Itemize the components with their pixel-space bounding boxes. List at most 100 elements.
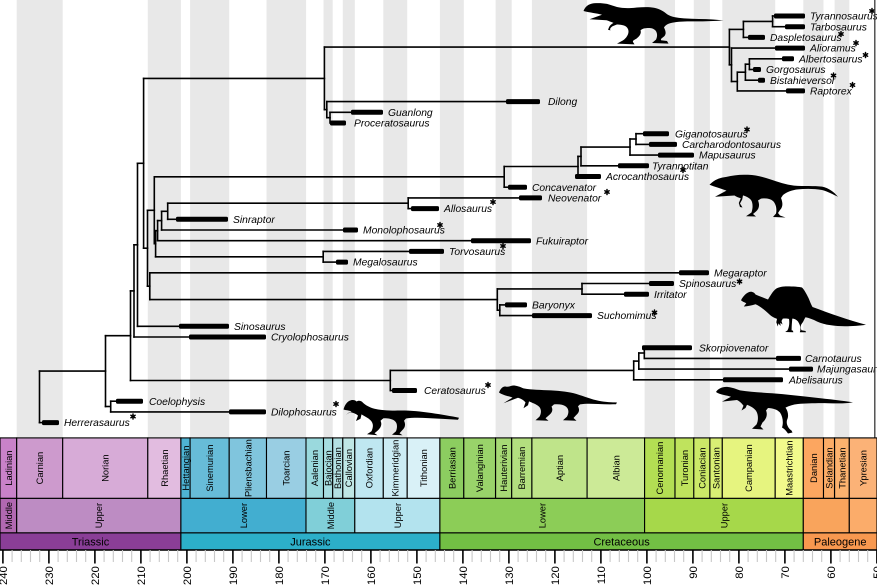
svg-text:130: 130 <box>504 566 516 585</box>
svg-text:Lower: Lower <box>538 503 548 528</box>
svg-text:Aalenian: Aalenian <box>310 450 320 486</box>
svg-text:Coniacian: Coniacian <box>697 447 707 488</box>
svg-text:220: 220 <box>90 566 102 585</box>
svg-text:Valanginian: Valanginian <box>475 444 485 492</box>
svg-text:Pliensbachian: Pliensbachian <box>243 439 253 497</box>
svg-text:Triassic: Triassic <box>72 537 110 549</box>
svg-text:Tyrannosaurus: Tyrannosaurus <box>810 12 877 23</box>
svg-text:Barremian: Barremian <box>517 447 527 490</box>
svg-text:60: 60 <box>826 566 838 579</box>
svg-text:Tithonian: Tithonian <box>419 449 429 487</box>
svg-text:Cenomanian: Cenomanian <box>655 442 665 495</box>
svg-text:Suchomimus: Suchomimus <box>597 311 657 322</box>
svg-text:Alioramus: Alioramus <box>809 44 856 55</box>
svg-text:Tarbosaurus: Tarbosaurus <box>810 22 867 33</box>
svg-text:210: 210 <box>136 566 148 585</box>
svg-text:Megaraptor: Megaraptor <box>714 268 767 279</box>
svg-text:160: 160 <box>366 566 378 585</box>
svg-text:Concavenator: Concavenator <box>532 183 597 194</box>
svg-text:Turonian: Turonian <box>680 450 690 486</box>
svg-text:Albian: Albian <box>611 455 621 481</box>
svg-text:190: 190 <box>228 566 240 585</box>
svg-text:180: 180 <box>274 566 286 585</box>
svg-text:110: 110 <box>596 566 608 584</box>
svg-text:Baryonyx: Baryonyx <box>532 301 576 312</box>
svg-text:Norian: Norian <box>101 454 111 481</box>
svg-text:100: 100 <box>642 566 654 585</box>
svg-text:230: 230 <box>44 566 56 585</box>
svg-text:Ypresian: Ypresian <box>859 450 869 486</box>
svg-text:90: 90 <box>688 566 700 579</box>
svg-text:Coelophysis: Coelophysis <box>149 397 205 408</box>
svg-text:Santonian: Santonian <box>712 447 722 489</box>
svg-text:Carnotaurus: Carnotaurus <box>805 354 862 365</box>
svg-text:Berriasian: Berriasian <box>447 447 457 489</box>
svg-text:Cryolophosaurus: Cryolophosaurus <box>271 333 349 344</box>
svg-text:50: 50 <box>872 566 877 579</box>
svg-text:Upper: Upper <box>94 503 104 528</box>
svg-text:Irritator: Irritator <box>654 290 687 301</box>
svg-text:Fukuiraptor: Fukuiraptor <box>536 236 589 247</box>
svg-text:Bistahieversor: Bistahieversor <box>770 76 836 87</box>
svg-text:200: 200 <box>182 566 194 585</box>
svg-text:Dilong: Dilong <box>548 97 577 108</box>
svg-text:Majungasaurus: Majungasaurus <box>817 365 877 376</box>
svg-text:Maastrichtian: Maastrichtian <box>785 440 795 495</box>
svg-text:Monolophosaurus: Monolophosaurus <box>363 226 445 237</box>
svg-text:Aptian: Aptian <box>555 455 565 481</box>
svg-text:120: 120 <box>550 566 562 585</box>
svg-text:Upper: Upper <box>393 503 403 528</box>
svg-text:140: 140 <box>458 566 470 585</box>
svg-text:Proceratosaurus: Proceratosaurus <box>354 119 430 130</box>
svg-text:Sinemurian: Sinemurian <box>205 445 215 492</box>
svg-text:Toarcian: Toarcian <box>282 451 292 486</box>
svg-text:Herrerasaurus: Herrerasaurus <box>64 418 130 429</box>
svg-text:Ladinian: Ladinian <box>4 451 14 486</box>
svg-text:Ceratosaurus: Ceratosaurus <box>424 386 486 397</box>
svg-text:Upper: Upper <box>719 503 729 528</box>
svg-text:Cretaceous: Cretaceous <box>593 537 650 549</box>
svg-text:Gorgosaurus: Gorgosaurus <box>766 65 826 76</box>
svg-text:Thanetian: Thanetian <box>837 447 847 488</box>
svg-text:Neovenator: Neovenator <box>548 194 602 205</box>
svg-text:Skorpiovenator: Skorpiovenator <box>699 343 769 354</box>
svg-text:Lower: Lower <box>239 503 249 528</box>
svg-text:Sinosaurus: Sinosaurus <box>234 322 286 333</box>
svg-text:Jurassic: Jurassic <box>290 537 331 549</box>
svg-text:Middle: Middle <box>326 502 336 529</box>
svg-text:Megalosaurus: Megalosaurus <box>353 258 418 269</box>
svg-text:Bathonian: Bathonian <box>333 447 343 489</box>
svg-text:Raptorex: Raptorex <box>810 87 853 98</box>
svg-text:Callovian: Callovian <box>344 449 354 487</box>
svg-text:Rhaetian: Rhaetian <box>160 449 170 486</box>
svg-text:Tyrannotitan: Tyrannotitan <box>652 161 709 172</box>
svg-text:170: 170 <box>320 566 332 585</box>
svg-text:Allosaurus: Allosaurus <box>443 204 492 215</box>
svg-text:Mapusaurus: Mapusaurus <box>699 151 756 162</box>
svg-text:Daspletosaurus: Daspletosaurus <box>770 33 842 44</box>
svg-text:Spinosaurus: Spinosaurus <box>679 279 736 290</box>
svg-text:Dilophosaurus: Dilophosaurus <box>271 408 337 419</box>
svg-text:Hauterivian: Hauterivian <box>499 445 509 492</box>
svg-text:Guanlong: Guanlong <box>388 108 433 119</box>
svg-text:Albertosaurus: Albertosaurus <box>798 54 863 65</box>
svg-text:Bajocian: Bajocian <box>324 450 334 486</box>
svg-text:Paleogene: Paleogene <box>814 537 867 549</box>
svg-text:Abelisaurus: Abelisaurus <box>788 375 843 386</box>
svg-text:Sinraptor: Sinraptor <box>233 215 275 226</box>
svg-text:Danian: Danian <box>809 453 819 482</box>
svg-text:240: 240 <box>0 566 10 585</box>
svg-text:Carcharodontosaurus: Carcharodontosaurus <box>682 140 781 151</box>
svg-text:80: 80 <box>734 566 746 579</box>
svg-text:Hettangian: Hettangian <box>181 446 191 491</box>
svg-text:150: 150 <box>412 566 424 585</box>
svg-text:Campanian: Campanian <box>744 444 754 492</box>
svg-text:Acrocanthosaurus: Acrocanthosaurus <box>605 172 689 183</box>
svg-text:Selandian: Selandian <box>825 447 835 488</box>
svg-text:70: 70 <box>780 566 792 579</box>
svg-text:Oxfordian: Oxfordian <box>365 448 375 488</box>
svg-text:Torvosaurus: Torvosaurus <box>449 247 505 258</box>
svg-text:Carnian: Carnian <box>35 452 45 485</box>
svg-text:Middle: Middle <box>4 502 14 529</box>
svg-text:Kimmeridgian: Kimmeridgian <box>391 440 401 497</box>
